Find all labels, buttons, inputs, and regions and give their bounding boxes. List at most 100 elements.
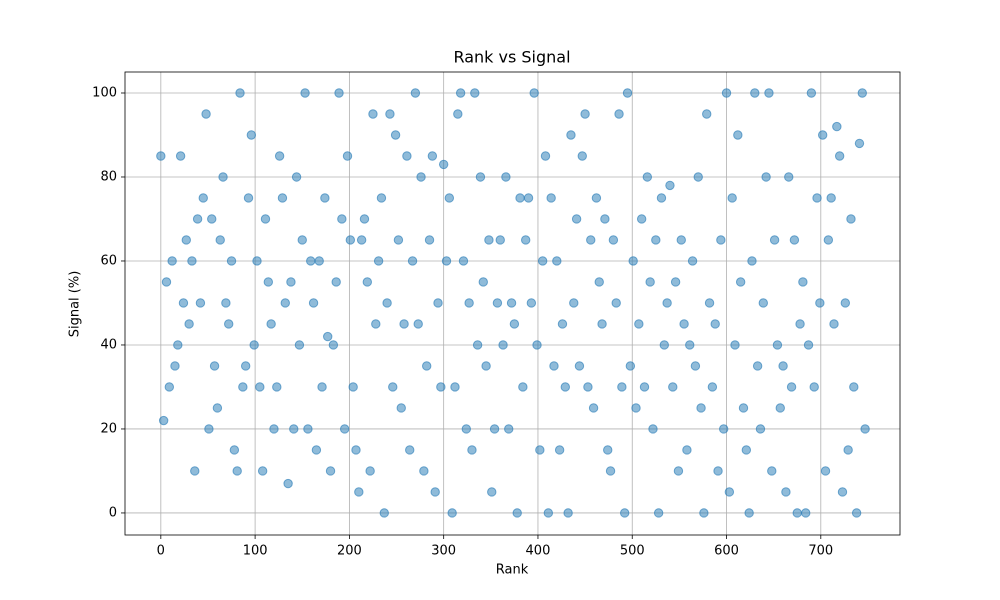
point [636, 214, 647, 224]
point [653, 508, 664, 518]
point [781, 487, 791, 497]
point [639, 382, 650, 392]
y-tick-label: 100 [92, 85, 117, 100]
point [851, 508, 862, 518]
point [243, 193, 254, 203]
point [735, 277, 746, 287]
point [846, 214, 856, 224]
point [436, 382, 446, 392]
point [772, 340, 783, 350]
point [178, 298, 189, 308]
point [515, 193, 525, 203]
point [631, 403, 641, 413]
point [750, 88, 760, 98]
point [481, 361, 491, 371]
point [337, 214, 347, 224]
point [385, 109, 395, 119]
point [634, 319, 644, 329]
point [617, 382, 627, 392]
point [382, 298, 392, 308]
point [229, 445, 240, 455]
point [860, 424, 870, 434]
point [455, 88, 466, 98]
point [495, 235, 505, 245]
point [388, 382, 398, 392]
point [806, 88, 817, 98]
point [441, 256, 452, 266]
y-tick-label: 60 [100, 253, 117, 268]
point [786, 382, 797, 392]
x-tick-label: 500 [620, 544, 645, 559]
point [407, 256, 418, 266]
point [201, 109, 211, 119]
point [198, 193, 208, 203]
point [173, 340, 183, 350]
point [359, 214, 370, 224]
point [569, 298, 579, 308]
point [849, 382, 859, 392]
point [328, 340, 339, 350]
point [294, 340, 305, 350]
point [659, 340, 669, 350]
point [331, 277, 341, 287]
point [648, 424, 658, 434]
point [716, 235, 726, 245]
point [826, 193, 836, 203]
point [438, 159, 449, 170]
point [365, 466, 375, 476]
point [854, 138, 865, 149]
point [300, 88, 310, 98]
point [611, 298, 621, 308]
point [311, 445, 322, 455]
point [591, 193, 602, 203]
point [679, 319, 689, 329]
point [272, 382, 282, 392]
point [453, 109, 463, 119]
point [269, 424, 279, 434]
x-tick-label: 400 [526, 544, 551, 559]
point [566, 130, 576, 140]
point [339, 424, 350, 434]
point [540, 151, 551, 161]
point [373, 256, 384, 266]
point [600, 214, 610, 224]
point [546, 193, 556, 203]
point [755, 424, 766, 434]
point [597, 319, 607, 329]
point [255, 382, 265, 392]
point [834, 151, 845, 161]
point [614, 109, 624, 119]
x-tick-label: 300 [431, 544, 456, 559]
point [529, 88, 539, 98]
plot-frame [124, 71, 901, 536]
point [450, 382, 460, 392]
point [263, 277, 274, 287]
point [843, 445, 853, 455]
point [478, 277, 488, 287]
point [167, 256, 177, 266]
point [195, 298, 206, 308]
point [580, 109, 590, 119]
point [710, 319, 720, 329]
point [727, 193, 737, 203]
point [857, 88, 867, 98]
x-tick-label: 100 [243, 544, 268, 559]
point [492, 298, 503, 308]
point [668, 382, 678, 392]
point [758, 298, 768, 308]
point [738, 403, 749, 413]
point [820, 466, 831, 476]
point [467, 445, 477, 455]
x-tick-label: 200 [337, 544, 362, 559]
point [518, 382, 528, 392]
point [574, 361, 585, 371]
point [837, 487, 848, 497]
point [809, 382, 819, 392]
point [815, 298, 825, 308]
point [351, 445, 361, 455]
point [175, 151, 186, 161]
point [345, 235, 356, 245]
point [306, 256, 316, 266]
point [792, 508, 802, 518]
point [603, 445, 613, 455]
